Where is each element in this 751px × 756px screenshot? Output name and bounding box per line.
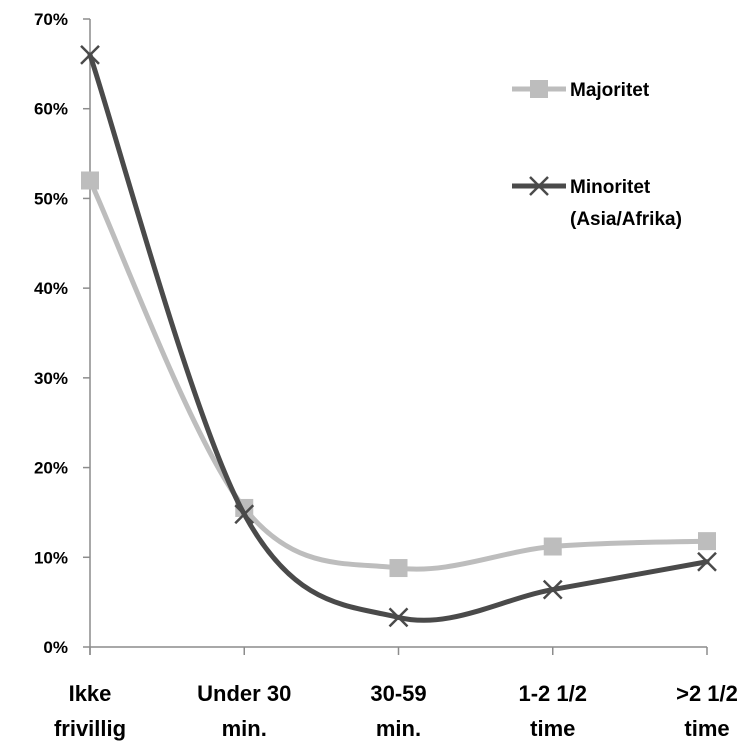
series-line <box>87 177 710 572</box>
series-layer <box>80 45 717 628</box>
legend-item: Minoritet (Asia/Afrika) <box>512 176 682 230</box>
y-tick-label: 60% <box>34 100 68 119</box>
series-line <box>87 52 710 623</box>
x-tick-label: 1-2 1/2 time <box>519 681 588 741</box>
y-tick-label: 20% <box>34 459 68 478</box>
x-tick-label: Under 30 min. <box>197 681 291 741</box>
x-axis-ticks: Ikke frivillig Under 30 min. 30-59 min. 1-2 1/… <box>54 647 738 741</box>
data-point <box>697 551 717 572</box>
legend-label: Majoritet <box>570 80 650 101</box>
series-majoritet <box>81 171 716 578</box>
y-tick-label: 50% <box>34 189 68 208</box>
legend-item: Majoritet <box>512 80 650 101</box>
data-point <box>81 171 99 190</box>
x-tick-label-line: Ikke <box>69 681 112 706</box>
legend-label-line: (Asia/Afrika) <box>570 209 682 230</box>
legend-label: Minoritet (Asia/Afrika) <box>570 177 682 230</box>
legend-label-line: Majoritet <box>570 80 650 101</box>
x-tick-label-line: Under 30 <box>197 681 291 706</box>
x-tick-label-line: min. <box>376 716 421 741</box>
y-tick-label: 40% <box>34 279 68 298</box>
x-tick-label-line: >2 1/2 <box>676 681 738 706</box>
x-tick-label: 30-59 min. <box>370 681 426 741</box>
y-tick-label: 30% <box>34 369 68 388</box>
legend-label-line: Minoritet <box>570 177 651 198</box>
y-tick-label: 0% <box>43 638 68 657</box>
x-tick-label: Ikke frivillig <box>54 681 126 741</box>
data-point <box>389 559 408 578</box>
legend: Majoritet Minoritet (Asia/Afrika) <box>512 80 682 230</box>
legend-swatch-marker <box>530 80 548 98</box>
y-axis-ticks: 0% 10% 20% 30% 40% 50% 60% 70% <box>34 10 90 657</box>
x-tick-label: >2 1/2 time <box>676 681 738 741</box>
legend-swatch-marker <box>529 176 549 196</box>
data-point <box>698 532 716 551</box>
data-point <box>388 607 409 628</box>
data-point <box>543 537 562 556</box>
x-tick-label-line: 30-59 <box>370 681 426 706</box>
x-tick-label-line: time <box>530 716 575 741</box>
x-tick-label-line: frivillig <box>54 716 126 741</box>
y-tick-label: 10% <box>34 548 68 567</box>
x-tick-label-line: min. <box>222 716 267 741</box>
y-tick-label: 70% <box>34 10 68 29</box>
series-minoritet <box>80 45 717 628</box>
x-tick-label-line: 1-2 1/2 <box>519 681 588 706</box>
data-point <box>80 45 100 65</box>
x-tick-label-line: time <box>684 716 729 741</box>
data-point <box>542 579 563 600</box>
data-point <box>234 504 255 525</box>
